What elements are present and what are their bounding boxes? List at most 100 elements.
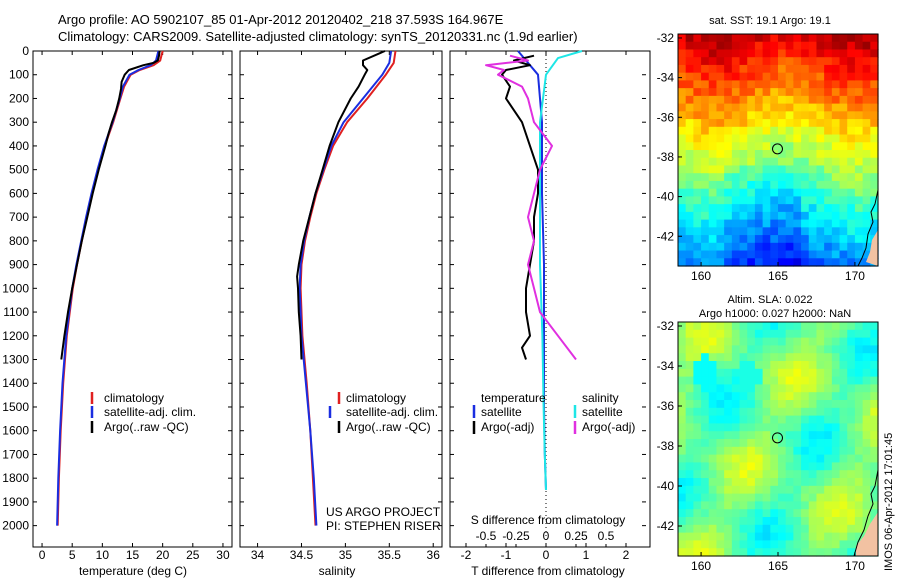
heatmap-cell bbox=[678, 517, 687, 526]
heatmap-cell bbox=[693, 103, 702, 112]
heatmap-cell bbox=[731, 361, 741, 370]
heatmap-cell bbox=[778, 150, 787, 159]
heatmap-cell bbox=[693, 329, 702, 339]
heatmap-cell bbox=[785, 235, 794, 244]
heatmap-cell bbox=[824, 353, 833, 362]
heatmap-cell bbox=[778, 227, 787, 236]
heatmap-cell bbox=[778, 423, 787, 432]
heatmap-cell bbox=[831, 258, 841, 267]
heatmap-cell bbox=[762, 376, 771, 385]
heatmap-cell bbox=[824, 423, 833, 432]
heatmap-cell bbox=[808, 337, 818, 346]
heatmap-cell bbox=[716, 423, 725, 432]
heatmap-cell bbox=[847, 322, 856, 331]
heatmap-cell bbox=[824, 204, 833, 213]
heatmap-cell bbox=[770, 540, 779, 549]
heatmap-cell bbox=[693, 119, 702, 128]
heatmap-cell bbox=[816, 439, 825, 448]
heatmap-cell bbox=[847, 188, 856, 197]
sla-coast-land bbox=[856, 512, 878, 556]
heatmap-cell bbox=[847, 204, 856, 213]
heatmap-cell bbox=[701, 517, 710, 526]
heatmap-cell bbox=[739, 353, 748, 362]
heatmap-cell bbox=[862, 41, 871, 51]
heatmap-cell bbox=[816, 517, 825, 526]
heatmap-cell bbox=[739, 134, 748, 143]
heatmap-cell bbox=[770, 72, 779, 81]
heatmap-cell bbox=[831, 407, 841, 417]
s-tick-label: 0.5 bbox=[598, 529, 615, 543]
heatmap-cell bbox=[685, 485, 694, 495]
heatmap-cell bbox=[793, 423, 802, 432]
heatmap-cell bbox=[762, 204, 771, 213]
heatmap-cell bbox=[731, 337, 741, 346]
heatmap-cell bbox=[693, 57, 702, 66]
heatmap-cell bbox=[716, 376, 725, 385]
heatmap-cell bbox=[693, 196, 702, 205]
s-tick-label: 0 bbox=[543, 529, 550, 543]
heatmap-cell bbox=[693, 478, 702, 487]
heatmap-cell bbox=[778, 41, 787, 51]
heatmap-cell bbox=[747, 250, 756, 259]
heatmap-cell bbox=[678, 384, 687, 393]
heatmap-cell bbox=[839, 485, 848, 495]
heatmap-cell bbox=[770, 235, 779, 244]
heatmap-cell bbox=[785, 119, 794, 128]
heatmap-cell bbox=[816, 470, 825, 479]
heatmap-cell bbox=[847, 41, 856, 51]
heatmap-cell bbox=[678, 415, 687, 424]
heatmap-cell bbox=[754, 548, 764, 557]
heatmap-cell bbox=[754, 126, 764, 136]
heatmap-cell bbox=[816, 72, 825, 81]
heatmap-cell bbox=[731, 88, 741, 97]
heatmap-cell bbox=[793, 478, 802, 487]
heatmap-cell bbox=[716, 227, 725, 236]
heatmap-cell bbox=[701, 242, 710, 252]
heatmap-cell bbox=[854, 180, 864, 190]
heatmap-cell bbox=[778, 540, 787, 549]
heatmap-cell bbox=[754, 431, 764, 440]
legend-label-t-argo: Argo(-adj) bbox=[481, 420, 534, 434]
heatmap-cell bbox=[839, 72, 848, 81]
heatmap-cell bbox=[870, 493, 879, 502]
heatmap-cell bbox=[870, 478, 879, 487]
heatmap-cell bbox=[778, 134, 787, 143]
heatmap-cell bbox=[685, 524, 694, 534]
heatmap-cell bbox=[701, 126, 710, 136]
heatmap-cell bbox=[701, 431, 710, 440]
heatmap-cell bbox=[770, 57, 779, 66]
map-y-tick-label: -42 bbox=[657, 519, 675, 533]
heatmap-cell bbox=[854, 157, 864, 167]
heatmap-cell bbox=[808, 485, 818, 495]
heatmap-cell bbox=[701, 415, 710, 424]
heatmap-cell bbox=[816, 485, 825, 495]
heatmap-cell bbox=[770, 134, 779, 143]
heatmap-cell bbox=[739, 407, 748, 417]
heatmap-cell bbox=[808, 548, 818, 557]
heatmap-cell bbox=[839, 400, 848, 409]
heatmap-cell bbox=[854, 72, 864, 81]
heatmap-cell bbox=[693, 446, 702, 456]
heatmap-cell bbox=[731, 235, 741, 244]
heatmap-cell bbox=[708, 111, 718, 120]
heatmap-cell bbox=[862, 501, 871, 510]
heatmap-cell bbox=[770, 524, 779, 534]
heatmap-cell bbox=[701, 142, 710, 151]
heatmap-cell bbox=[847, 173, 856, 182]
heatmap-cell bbox=[708, 509, 718, 518]
heatmap-cell bbox=[824, 462, 833, 471]
heatmap-cell bbox=[854, 134, 864, 143]
heatmap-cell bbox=[801, 72, 810, 81]
heatmap-cell bbox=[685, 242, 694, 252]
heatmap-cell bbox=[839, 57, 848, 66]
map-y-tick-label: -36 bbox=[657, 399, 675, 413]
heatmap-cell bbox=[793, 180, 802, 190]
heatmap-cell bbox=[678, 258, 687, 267]
heatmap-cell bbox=[808, 329, 818, 339]
heatmap-cell bbox=[816, 423, 825, 432]
heatmap-cell bbox=[693, 88, 702, 97]
heatmap-cell bbox=[862, 188, 871, 197]
heatmap-cell bbox=[724, 454, 733, 463]
heatmap-cell bbox=[762, 242, 771, 252]
heatmap-cell bbox=[847, 509, 856, 518]
